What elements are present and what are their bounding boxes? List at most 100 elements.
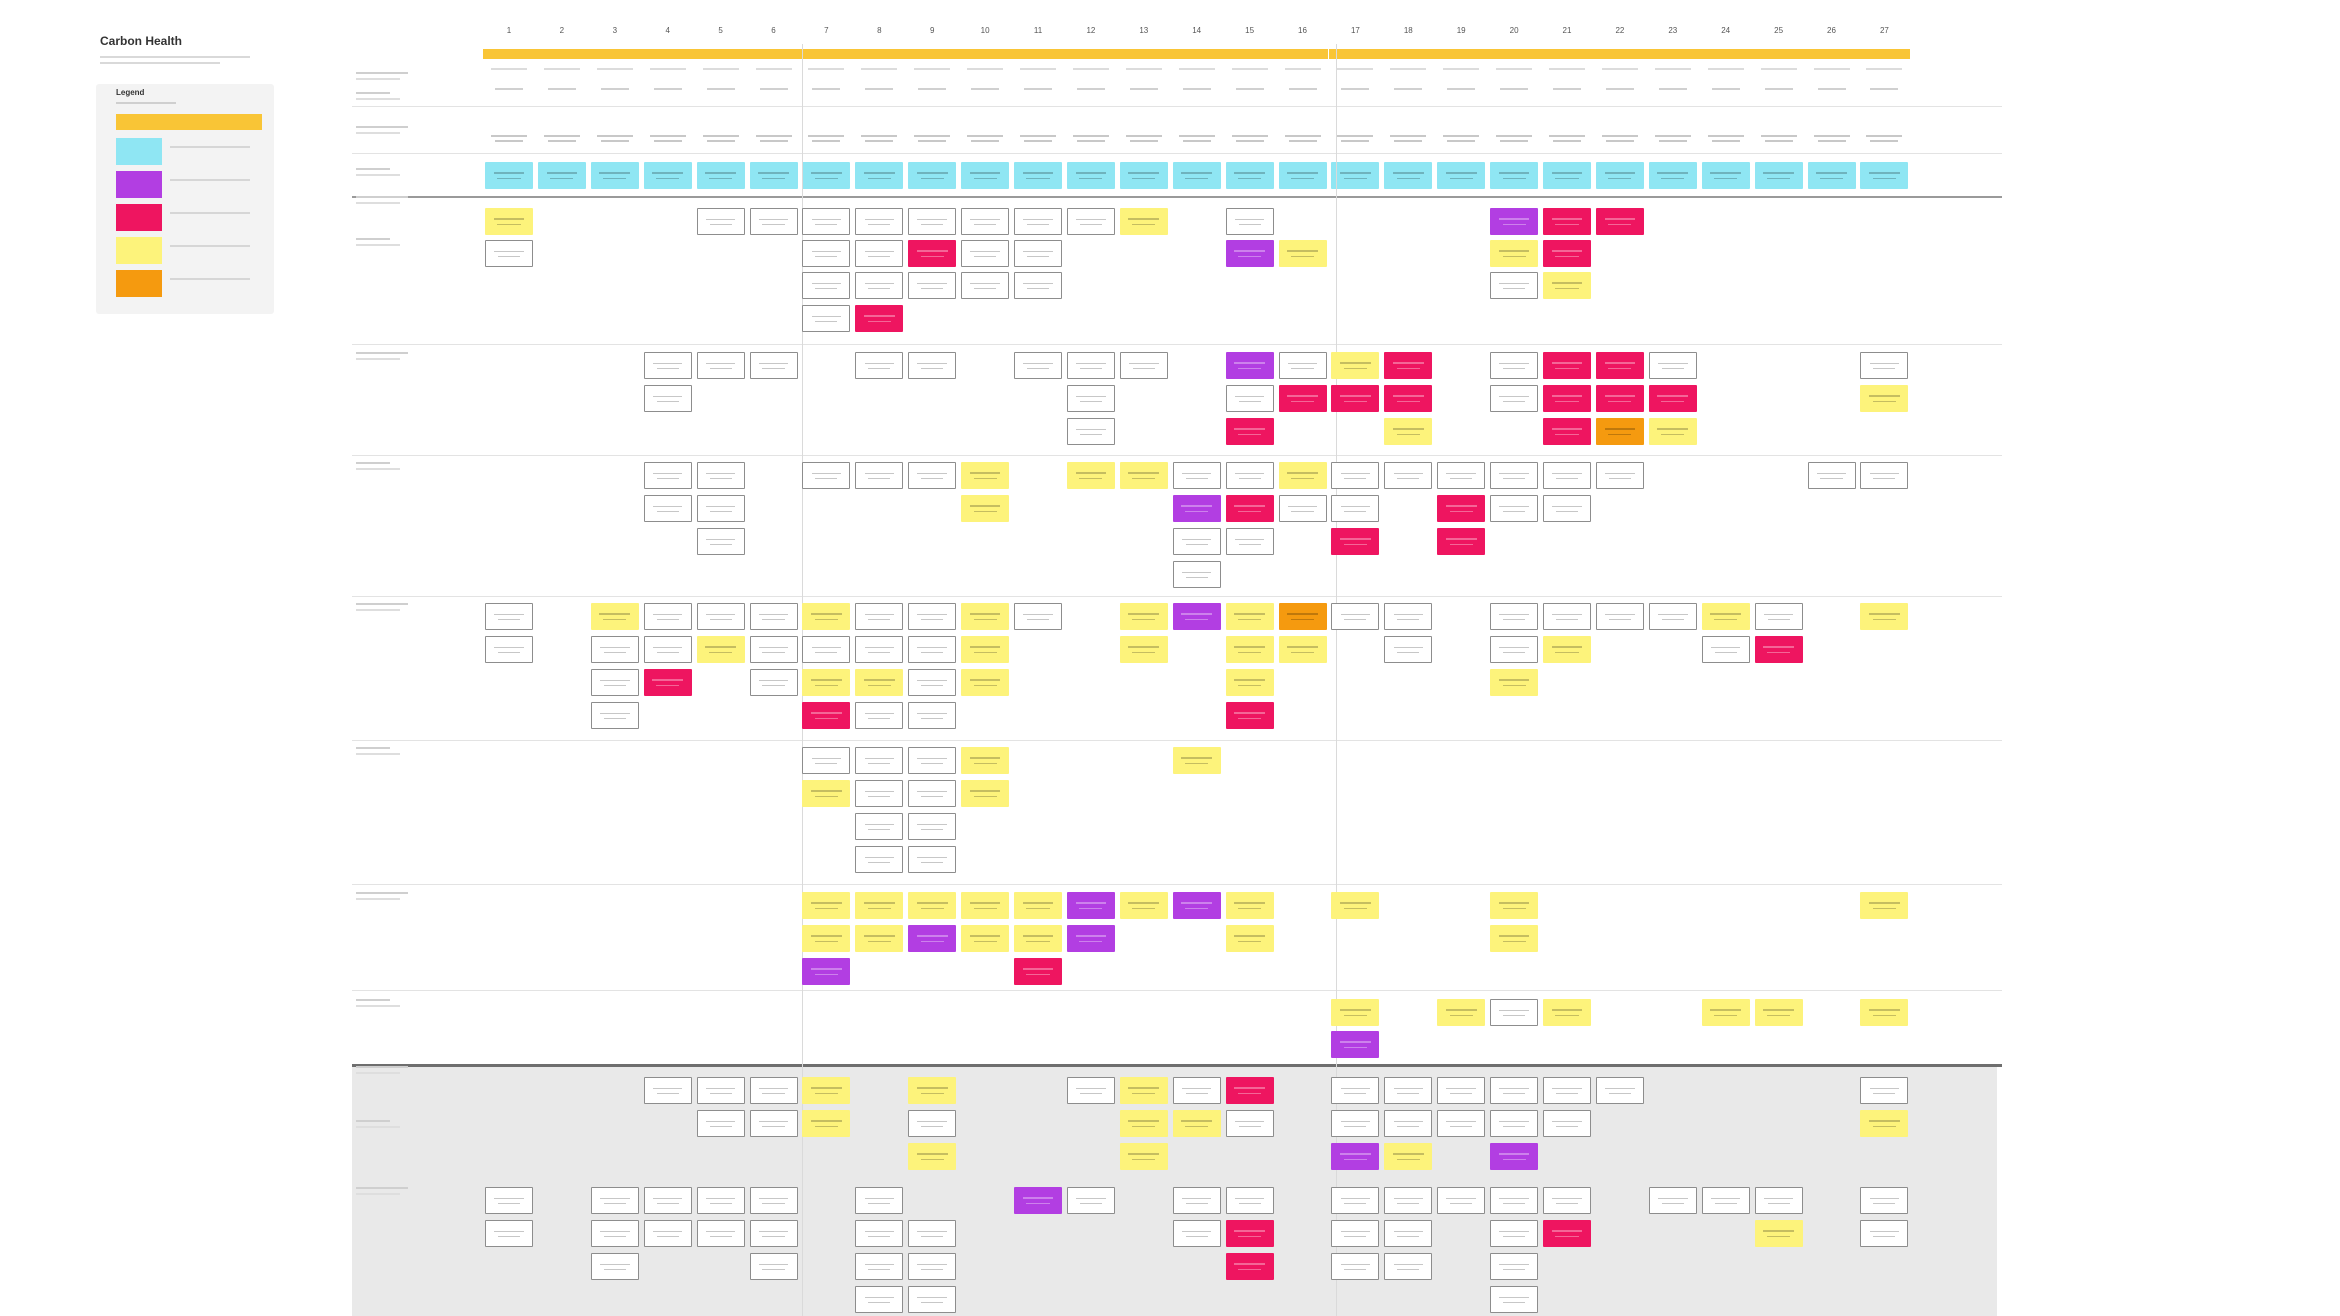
legend-box: Legend <box>96 84 274 314</box>
row-separator <box>352 106 2002 107</box>
column-header-text <box>865 88 894 90</box>
sticky-note <box>696 1110 745 1137</box>
sticky-note <box>908 352 957 379</box>
column-header-text <box>812 140 841 142</box>
sticky-note <box>908 636 957 663</box>
column-header-text <box>1288 88 1317 90</box>
step-card <box>1860 162 1909 189</box>
sticky-note <box>643 1077 692 1104</box>
column-number: 8 <box>877 26 882 35</box>
sticky-note <box>1384 636 1433 663</box>
sticky-note <box>1543 636 1591 663</box>
step-card <box>643 162 692 189</box>
row-label <box>356 1120 390 1122</box>
sticky-note <box>1331 1220 1380 1247</box>
sticky-note <box>1754 1220 1803 1247</box>
column-header-text <box>1182 140 1211 142</box>
legend-subheading <box>116 102 176 104</box>
row-label <box>356 1005 400 1007</box>
sticky-note <box>1701 999 1750 1026</box>
sticky-note <box>1648 418 1697 445</box>
column-header-text <box>702 68 739 70</box>
column-header-text <box>1125 135 1162 137</box>
column-header-text <box>1284 135 1321 137</box>
column-header-text <box>1235 140 1264 142</box>
sticky-note <box>855 462 904 489</box>
sticky-note <box>1490 352 1539 379</box>
sticky-note <box>1543 272 1591 299</box>
sticky-note <box>1490 999 1539 1026</box>
sticky-note <box>1066 1187 1115 1214</box>
legend-line <box>170 278 250 280</box>
sticky-note <box>696 495 745 522</box>
sticky-note <box>1384 385 1433 412</box>
sticky-note <box>1860 385 1909 412</box>
row-label <box>356 168 390 170</box>
sticky-note <box>1014 1187 1062 1214</box>
row-label <box>356 126 408 128</box>
column-number: 17 <box>1350 26 1360 35</box>
column-header-text <box>1813 68 1850 70</box>
column-header-text <box>547 88 576 90</box>
sticky-note <box>908 208 957 235</box>
column-header-text <box>967 135 1004 137</box>
sticky-note <box>749 603 798 630</box>
sticky-note <box>855 272 904 299</box>
sticky-note <box>855 1286 904 1313</box>
sticky-note <box>1701 636 1750 663</box>
sticky-note <box>855 892 904 919</box>
sticky-note <box>908 603 957 630</box>
sticky-note <box>1490 1077 1539 1104</box>
column-header-text <box>1024 140 1052 142</box>
sticky-note <box>908 747 957 774</box>
column-header-text <box>918 140 947 142</box>
column-header-text <box>759 88 788 90</box>
sticky-note <box>1014 603 1062 630</box>
row-separator <box>352 455 2002 456</box>
sticky-note <box>1331 352 1380 379</box>
sticky-note <box>1331 528 1380 555</box>
sticky-note <box>1278 495 1327 522</box>
legend-line <box>170 245 250 247</box>
step-card <box>485 162 533 189</box>
sticky-note <box>643 603 692 630</box>
column-header-text <box>1658 140 1687 142</box>
sticky-note <box>1384 462 1433 489</box>
sticky-note <box>802 636 851 663</box>
sticky-note <box>590 1253 639 1280</box>
column-header-text <box>1711 88 1740 90</box>
sticky-note <box>802 747 851 774</box>
sticky-note <box>485 1187 533 1214</box>
column-header-text <box>1447 88 1476 90</box>
title-description-2 <box>100 62 220 64</box>
column-header-text <box>596 135 633 137</box>
step-card <box>537 162 586 189</box>
sticky-note <box>1543 1110 1591 1137</box>
sticky-note <box>1119 636 1168 663</box>
row-label <box>356 132 400 134</box>
row-separator <box>352 884 2002 885</box>
sticky-note <box>855 669 904 696</box>
sticky-note <box>1331 892 1380 919</box>
phase-bar <box>1329 49 1911 59</box>
sticky-note <box>696 462 745 489</box>
sticky-note <box>1807 462 1856 489</box>
step-card <box>1066 162 1115 189</box>
row-label <box>356 72 408 74</box>
column-number: 18 <box>1403 26 1413 35</box>
sticky-note <box>696 352 745 379</box>
row-separator <box>352 596 2002 597</box>
sticky-note <box>749 208 798 235</box>
column-header-text <box>755 68 792 70</box>
sticky-note <box>1014 208 1062 235</box>
sticky-note <box>696 528 745 555</box>
sticky-note <box>1225 1110 1274 1137</box>
sticky-note <box>1648 352 1697 379</box>
column-header-text <box>706 140 735 142</box>
sticky-note <box>855 702 904 729</box>
column-header-text <box>649 135 686 137</box>
sticky-note <box>1225 240 1274 267</box>
column-header-text <box>600 140 629 142</box>
sticky-note <box>1543 603 1591 630</box>
column-header-text <box>1870 88 1899 90</box>
